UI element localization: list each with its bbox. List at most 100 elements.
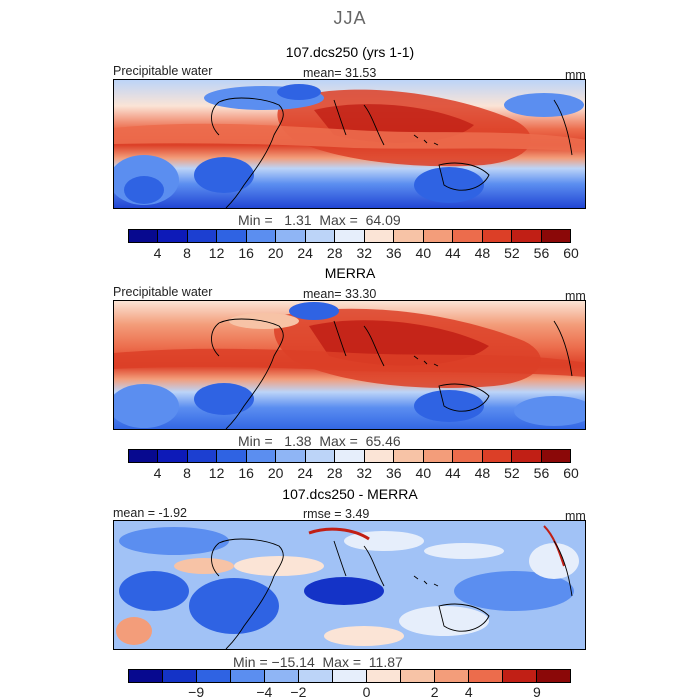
colorbar-ticks-model: 4 8 12 16 20 24 28 32 36 40 44 48 52 56 60	[128, 245, 579, 263]
colorbar-swatch	[158, 230, 188, 242]
colorbar-swatch	[305, 450, 336, 462]
colorbar-tick-label: 8	[183, 245, 191, 261]
colorbar-tick-label: 52	[504, 465, 520, 481]
colorbar-ticks-obs: 4 8 12 16 20 24 28 32 36 40 44 48 52 56 60	[128, 465, 579, 483]
colorbar-swatch	[541, 450, 571, 462]
colorbar-tick-label: 12	[208, 245, 225, 261]
colorbar-swatch	[333, 670, 367, 682]
rmse-label-diff: rmse = 3.49	[303, 507, 370, 521]
colorbar-swatch	[364, 230, 395, 242]
colorbar-tick-label: 36	[386, 245, 402, 261]
colorbar-tick-label: 36	[386, 465, 402, 481]
colorbar-tick-label: 44	[445, 465, 461, 481]
colorbar-tick-label: 16	[238, 245, 254, 261]
colorbar-swatch	[231, 670, 265, 682]
colorbar-tick-label: 56	[533, 245, 550, 261]
colorbar-swatch	[158, 450, 188, 462]
map-field-model	[114, 80, 585, 208]
colorbar-swatch	[401, 670, 435, 682]
colorbar-swatch	[482, 230, 513, 242]
colorbar-obs	[128, 449, 571, 463]
colorbar-tick-label: −9	[188, 684, 205, 700]
colorbar-tick-label: 4	[153, 245, 162, 261]
colorbar-swatch	[537, 670, 570, 682]
panel-title-obs: MERRA	[324, 265, 376, 281]
stats-label-model: Min = 1.31 Max = 64.09	[238, 212, 401, 228]
colorbar-tick-label: 4	[153, 465, 162, 481]
colorbar-swatch	[187, 450, 218, 462]
colorbar-tick-label: −2	[290, 684, 307, 700]
season-title: JJA	[333, 8, 367, 28]
colorbar-tick-label: 8	[183, 465, 191, 481]
colorbar-swatch	[197, 670, 231, 682]
colorbar-swatch	[364, 450, 395, 462]
colorbar-swatch	[482, 450, 513, 462]
units-label-model: mm	[565, 68, 586, 82]
colorbar-swatch	[394, 450, 424, 462]
mean-label-model: mean= 31.53	[303, 66, 377, 80]
colorbar-tick-label: 4	[464, 684, 473, 700]
colorbar-tick-label: −4	[256, 684, 273, 700]
colorbar-swatch	[299, 670, 333, 682]
colorbar-tick-label: 52	[504, 245, 520, 261]
colorbar-swatch	[541, 230, 571, 242]
units-label-obs: mm	[565, 289, 586, 303]
variable-label-obs: Precipitable water	[113, 285, 213, 299]
colorbar-swatch	[394, 230, 424, 242]
colorbar-swatch	[453, 230, 483, 242]
colorbar-tick-label: 9	[533, 684, 541, 700]
colorbar-swatch	[512, 450, 542, 462]
colorbar-swatch	[503, 670, 537, 682]
colorbar-tick-label: 2	[430, 684, 439, 700]
colorbar-tick-label: 48	[474, 465, 491, 481]
units-label-diff: mm	[565, 509, 586, 523]
colorbar-tick-label: 44	[445, 245, 461, 261]
colorbar-ticks-diff: −9 −4 −2 0 2 4 9	[128, 684, 571, 700]
colorbar-swatch	[367, 670, 401, 682]
map-panel-diff	[113, 520, 586, 650]
colorbar-swatch	[305, 230, 336, 242]
colorbar-swatch	[163, 670, 197, 682]
mean-label-diff: mean = -1.92	[113, 506, 188, 520]
colorbar-swatch	[469, 670, 503, 682]
colorbar-tick-label: 32	[356, 245, 373, 261]
colorbar-swatch	[187, 230, 218, 242]
variable-label-model: Precipitable water	[113, 64, 213, 78]
colorbar-swatch	[276, 450, 306, 462]
colorbar-swatch	[276, 230, 306, 242]
colorbar-tick-label: 48	[474, 245, 491, 261]
colorbar-swatch	[217, 230, 247, 242]
colorbar-tick-label: 12	[208, 465, 225, 481]
colorbar-tick-label: 40	[415, 245, 432, 261]
colorbar-swatch	[453, 450, 483, 462]
colorbar-swatch	[217, 450, 247, 462]
colorbar-swatch	[129, 670, 163, 682]
colorbar-swatch	[335, 450, 365, 462]
colorbar-swatch	[265, 670, 299, 682]
colorbar-swatch	[423, 450, 454, 462]
colorbar-swatch	[423, 230, 454, 242]
mean-label-obs: mean= 33.30	[303, 287, 377, 301]
map-panel-model	[113, 79, 586, 209]
colorbar-tick-label: 24	[297, 465, 313, 481]
colorbar-tick-label: 20	[267, 465, 284, 481]
colorbar-swatch	[512, 230, 542, 242]
map-panel-obs	[113, 300, 586, 430]
colorbar-model	[128, 229, 571, 243]
colorbar-tick-label: 56	[533, 465, 550, 481]
colorbar-tick-label: 28	[326, 245, 343, 261]
colorbar-swatch	[335, 230, 365, 242]
colorbar-tick-label: 20	[267, 245, 284, 261]
panel-title-model: 107.dcs250 (yrs 1-1)	[285, 44, 415, 60]
colorbar-swatch	[129, 450, 159, 462]
panel-title-diff: 107.dcs250 - MERRA	[282, 486, 418, 502]
colorbar-swatch	[129, 230, 159, 242]
colorbar-tick-label: 60	[563, 245, 579, 261]
colorbar-diff	[128, 669, 571, 683]
map-field-diff	[114, 521, 585, 649]
colorbar-tick-label: 60	[563, 465, 579, 481]
colorbar-swatch	[246, 450, 277, 462]
colorbar-tick-label: 40	[415, 465, 432, 481]
colorbar-tick-label: 24	[297, 245, 313, 261]
colorbar-swatch	[435, 670, 469, 682]
